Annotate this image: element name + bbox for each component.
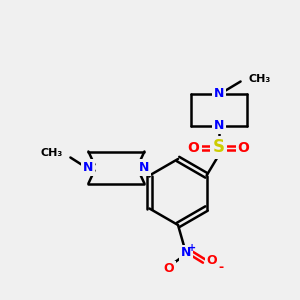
Text: N: N [213, 87, 224, 100]
Text: S: S [213, 139, 225, 157]
Text: O: O [164, 262, 174, 275]
Text: N: N [213, 119, 224, 132]
Text: +: + [188, 243, 196, 253]
Text: N: N [83, 161, 94, 174]
Text: CH₃: CH₃ [249, 74, 271, 83]
Text: O: O [188, 140, 200, 154]
Text: O: O [238, 140, 250, 154]
Text: O: O [207, 254, 217, 268]
Text: CH₃: CH₃ [40, 148, 62, 158]
Text: -: - [218, 260, 224, 274]
Text: N: N [139, 161, 150, 174]
Text: N: N [181, 247, 191, 260]
